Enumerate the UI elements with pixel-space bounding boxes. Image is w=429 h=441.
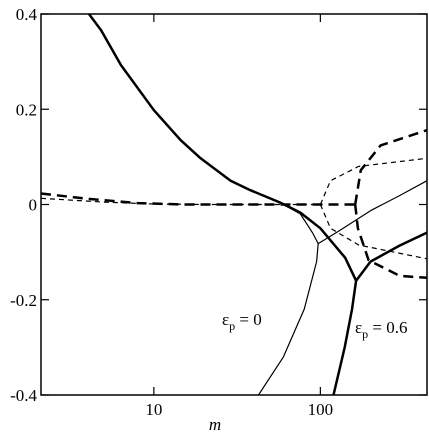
annotation-suffix: = 0.6 xyxy=(368,318,407,337)
annotation-symbol: ε xyxy=(222,310,229,329)
annotation: εp = 0 xyxy=(222,310,262,333)
annotation-symbol: ε xyxy=(355,318,362,337)
annotation-suffix: = 0 xyxy=(235,310,262,329)
y-tick-label: 0 xyxy=(29,196,38,215)
curve xyxy=(353,204,428,280)
curve xyxy=(353,129,428,205)
curve xyxy=(40,197,321,206)
y-tick-label: -0.2 xyxy=(10,291,37,310)
curve xyxy=(257,243,319,396)
annotation-subscript: p xyxy=(229,319,235,333)
y-tick-label: 0.2 xyxy=(16,100,37,119)
curve xyxy=(40,192,356,206)
curve xyxy=(332,280,358,396)
curve xyxy=(87,13,358,282)
x-axis-label: m xyxy=(209,415,221,434)
y-tick-label: 0.4 xyxy=(16,5,38,24)
curve xyxy=(317,180,428,245)
curve xyxy=(319,204,428,260)
annotation-subscript: p xyxy=(362,327,368,341)
curve xyxy=(319,157,428,205)
annotation: εp = 0.6 xyxy=(355,318,407,341)
x-tick-label: 10 xyxy=(145,400,162,419)
y-tick-label: -0.4 xyxy=(10,386,37,405)
curve xyxy=(355,231,428,282)
x-tick-label: 100 xyxy=(308,400,334,419)
curve xyxy=(280,202,319,244)
